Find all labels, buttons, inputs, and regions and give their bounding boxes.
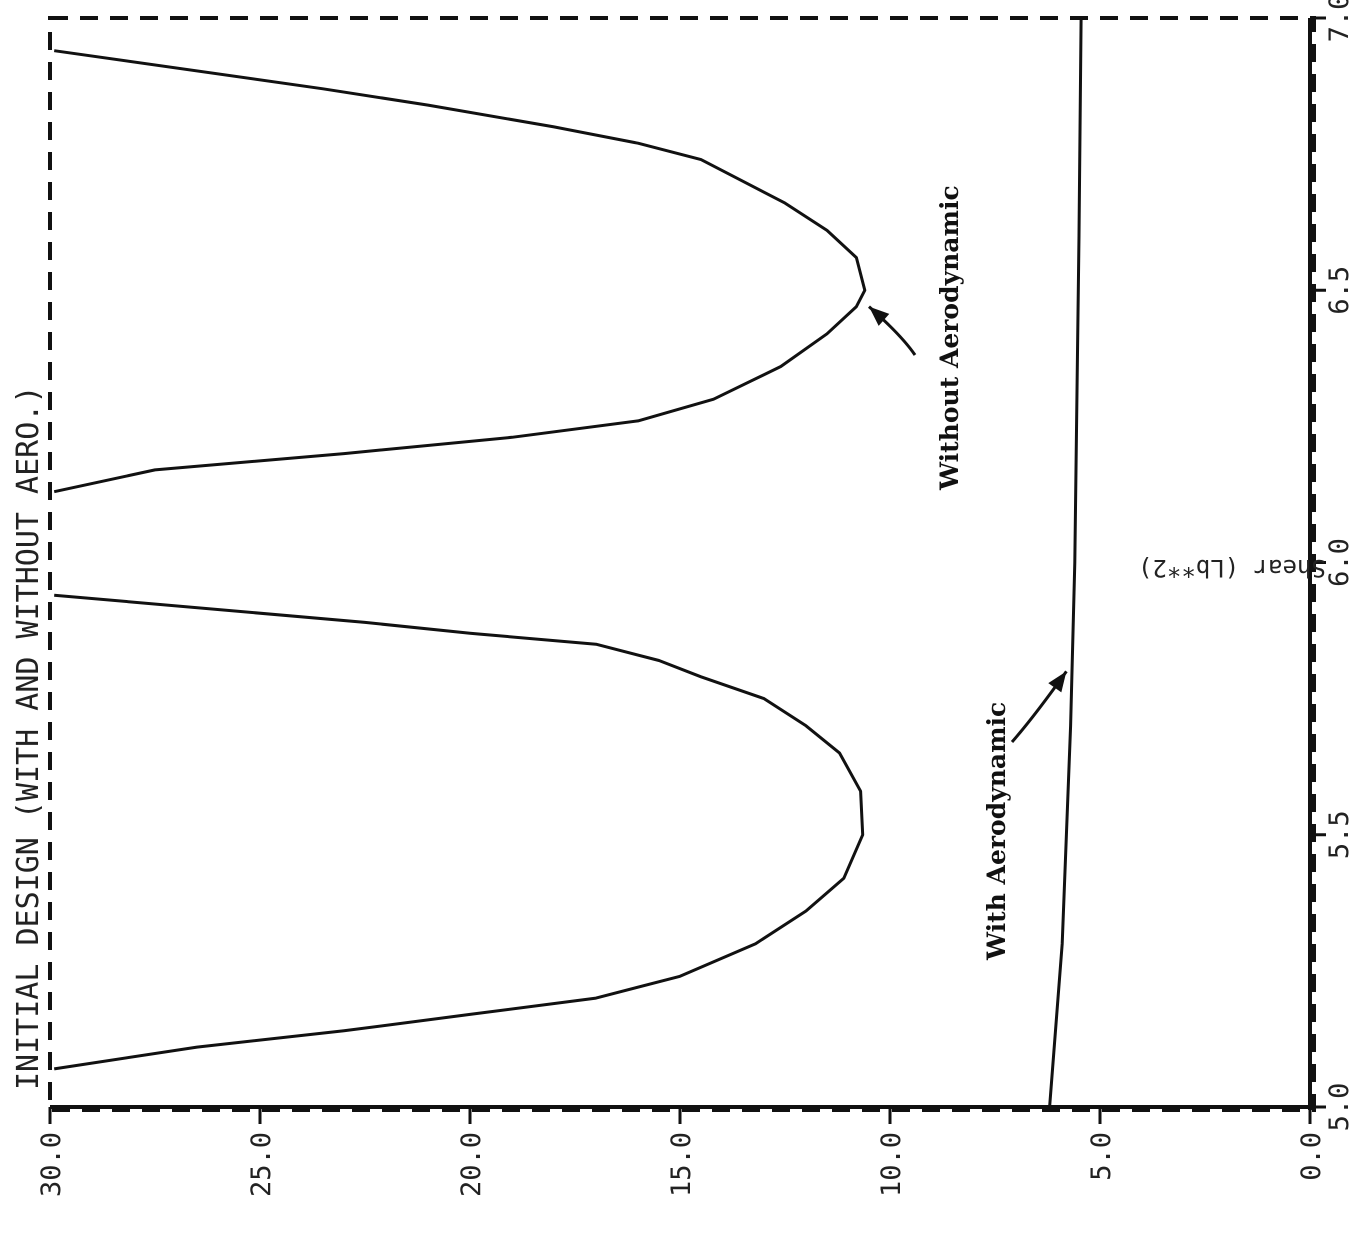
x-tick-label: 7.0 [1324,0,1355,42]
chart-title: INITIAL DESIGN (WITH AND WITHOUT AERO.) [11,386,46,1090]
y-tick-label: 25.0 [246,1132,277,1197]
series-without-aerodynamic-line [53,593,865,1071]
y-axis-title: Shear (Lb**2) [1138,554,1326,582]
series-with-aerodynamic-line [1048,17,1083,1108]
annotation-arrows [868,305,1068,743]
annotation-arrowhead [869,306,890,326]
x-tick-label: 6.5 [1324,266,1355,315]
y-tick-label: 0.0 [1296,1132,1327,1181]
y-tick-label: 10.0 [876,1132,907,1197]
x-tick-label: 5.5 [1324,810,1355,859]
annotation-with-aerodynamic: With Aerodynamic [982,702,1011,961]
y-tick-label: 15.0 [666,1132,697,1197]
x-tick-label: 5.0 [1324,1083,1355,1132]
plot-frame [48,16,1316,1112]
y-tick-label: 20.0 [456,1132,487,1197]
annotation-arrowhead [1048,671,1067,693]
series-layer [53,17,1083,1108]
series-without-aerodynamic-line [53,49,867,494]
y-tick-label: 5.0 [1086,1132,1117,1181]
ticks: 5.05.56.06.57.00.05.010.015.020.025.030.… [36,0,1355,1197]
y-tick-label: 30.0 [36,1132,67,1197]
annotation-without-aerodynamic: Without Aerodynamic [935,185,964,491]
x-tick-label: 6.0 [1324,538,1355,587]
